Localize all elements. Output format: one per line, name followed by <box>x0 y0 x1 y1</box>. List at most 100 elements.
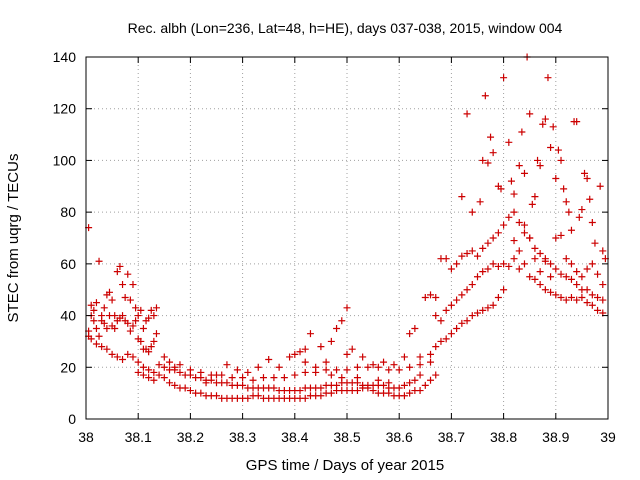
data-point <box>547 260 555 268</box>
data-point <box>160 363 168 371</box>
data-point <box>353 363 361 371</box>
data-point <box>416 361 424 369</box>
data-point <box>453 325 461 332</box>
data-point <box>105 288 113 296</box>
data-point <box>588 260 596 268</box>
data-point <box>427 376 435 384</box>
data-point <box>505 138 513 146</box>
data-point <box>479 156 487 164</box>
data-point <box>100 304 108 312</box>
data-point <box>286 353 294 361</box>
data-point <box>567 293 575 301</box>
data-point <box>484 265 492 273</box>
data-point <box>90 306 98 314</box>
data-point <box>458 193 466 201</box>
data-point <box>87 301 95 309</box>
data-point <box>500 286 508 294</box>
data-point <box>137 306 145 314</box>
data-point <box>520 229 528 237</box>
data-point <box>552 291 560 299</box>
data-point <box>137 337 145 345</box>
data-point <box>244 394 252 402</box>
data-point <box>152 304 160 312</box>
data-point <box>380 381 388 389</box>
data-point <box>291 371 299 379</box>
y-tick-label: 60 <box>60 256 76 272</box>
data-point <box>536 281 544 289</box>
x-tick-label: 38.4 <box>281 429 308 445</box>
data-point <box>520 221 528 229</box>
data-point <box>557 270 565 278</box>
data-point <box>591 239 599 247</box>
y-tick-label: 120 <box>53 101 77 117</box>
data-point <box>594 270 602 278</box>
data-point <box>453 296 461 304</box>
data-point <box>186 387 194 395</box>
data-point <box>552 234 560 242</box>
data-point <box>145 348 153 356</box>
data-point <box>265 356 273 364</box>
data-point <box>505 262 513 270</box>
data-point <box>536 268 544 276</box>
data-point <box>160 374 168 382</box>
data-point <box>306 330 314 338</box>
data-point <box>565 208 573 216</box>
data-point <box>515 162 523 170</box>
data-points <box>85 53 609 402</box>
data-point <box>575 213 583 221</box>
data-point <box>510 255 518 263</box>
data-point <box>474 309 481 317</box>
data-point <box>487 133 495 141</box>
data-point <box>134 312 142 320</box>
data-point <box>518 128 526 136</box>
data-point <box>291 350 299 358</box>
data-point <box>113 268 121 276</box>
data-point <box>223 361 231 369</box>
data-point <box>111 325 119 332</box>
data-point <box>92 325 100 332</box>
data-point <box>531 193 539 201</box>
data-point <box>447 301 455 309</box>
data-point <box>395 384 403 392</box>
data-point <box>427 350 435 358</box>
data-point <box>531 275 539 283</box>
data-point <box>406 363 414 371</box>
data-point <box>152 330 160 338</box>
data-point <box>531 244 539 252</box>
data-point <box>489 260 497 268</box>
data-point <box>599 296 607 304</box>
data-point <box>515 265 523 273</box>
data-point <box>406 389 414 397</box>
data-point <box>531 255 539 263</box>
data-point <box>343 350 351 358</box>
data-point <box>557 231 565 239</box>
x-tick-label: 38.9 <box>542 429 569 445</box>
data-point <box>515 218 523 226</box>
data-point <box>510 237 518 245</box>
data-point <box>588 218 596 226</box>
data-point <box>442 255 450 263</box>
data-point <box>432 293 440 301</box>
data-point <box>150 312 158 320</box>
data-point <box>583 265 591 273</box>
data-point <box>259 374 267 382</box>
data-point <box>181 384 189 392</box>
x-tick-label: 38 <box>78 429 94 445</box>
data-point <box>124 319 132 327</box>
data-point <box>95 332 103 340</box>
data-point <box>507 177 515 185</box>
chart-title: Rec. albh (Lon=236, Lat=48, h=HE), days … <box>128 20 563 36</box>
data-point <box>400 353 408 361</box>
data-point <box>421 381 429 389</box>
data-point <box>437 337 445 345</box>
data-point <box>567 275 575 283</box>
data-point <box>147 343 155 351</box>
data-point <box>442 335 450 343</box>
data-point <box>108 350 116 358</box>
y-axis-title: STEC from uqrg / TECUs <box>5 154 22 323</box>
data-point <box>228 374 236 382</box>
data-point <box>374 363 382 371</box>
data-point <box>280 374 288 382</box>
data-point <box>145 314 153 322</box>
data-point <box>489 149 497 157</box>
